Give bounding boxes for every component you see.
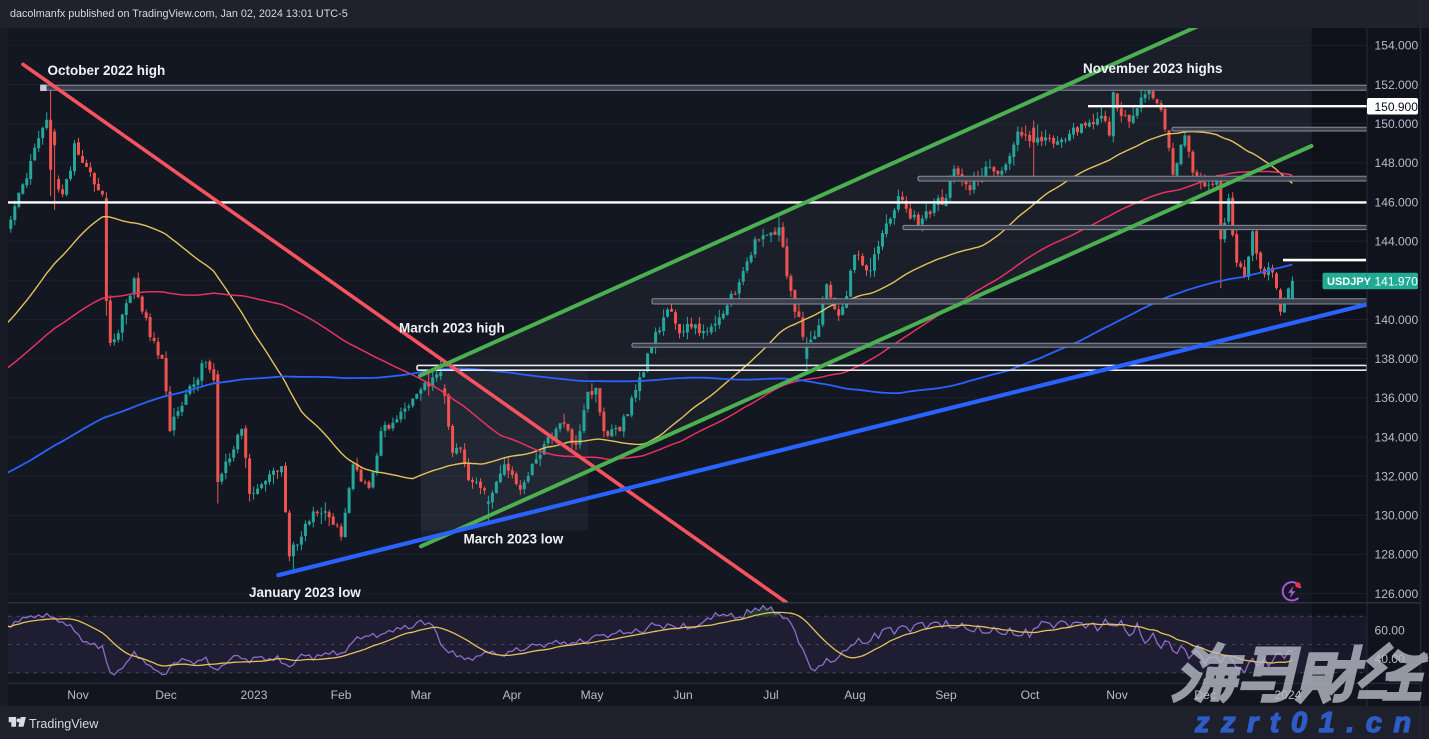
- svg-text:134.000: 134.000: [1375, 430, 1419, 444]
- svg-text:January 2023 low: January 2023 low: [249, 585, 361, 600]
- svg-text:March 2023 low: March 2023 low: [464, 532, 564, 547]
- svg-text:128.000: 128.000: [1375, 548, 1419, 562]
- svg-text:146.000: 146.000: [1375, 195, 1419, 209]
- svg-text:154.000: 154.000: [1375, 39, 1419, 53]
- svg-text:Mar: Mar: [411, 688, 432, 702]
- svg-text:132.000: 132.000: [1375, 469, 1419, 483]
- svg-text:USDJPY: USDJPY: [1327, 276, 1372, 288]
- svg-text:Apr: Apr: [503, 688, 522, 702]
- svg-text:60.00: 60.00: [1375, 624, 1406, 638]
- svg-text:October 2022 high: October 2022 high: [48, 63, 166, 78]
- svg-text:152.000: 152.000: [1375, 78, 1419, 92]
- svg-text:Dec: Dec: [155, 688, 177, 702]
- svg-text:136.000: 136.000: [1375, 391, 1419, 405]
- svg-text:dacolmanfx published on Tradin: dacolmanfx published on TradingView.com,…: [10, 8, 348, 20]
- svg-text:2023: 2023: [241, 688, 268, 702]
- svg-text:Nov: Nov: [1106, 688, 1128, 702]
- svg-text:Oct: Oct: [1021, 688, 1040, 702]
- svg-text:141.970: 141.970: [1375, 274, 1419, 288]
- svg-text:TradingView: TradingView: [29, 717, 99, 731]
- svg-text:150.900: 150.900: [1375, 100, 1419, 114]
- svg-text:150.000: 150.000: [1375, 117, 1419, 131]
- svg-text:Feb: Feb: [331, 688, 352, 702]
- svg-text:148.000: 148.000: [1375, 156, 1419, 170]
- svg-text:Aug: Aug: [844, 688, 866, 702]
- svg-text:November 2023 highs: November 2023 highs: [1083, 61, 1223, 76]
- svg-text:Jun: Jun: [673, 688, 693, 702]
- svg-text:126.000: 126.000: [1375, 587, 1419, 601]
- svg-text:May: May: [581, 688, 605, 702]
- svg-text:130.000: 130.000: [1375, 509, 1419, 523]
- svg-text:zzrt01.cn: zzrt01.cn: [1194, 707, 1423, 739]
- svg-text:140.000: 140.000: [1375, 313, 1419, 327]
- svg-text:138.000: 138.000: [1375, 352, 1419, 366]
- svg-text:Jul: Jul: [763, 688, 778, 702]
- svg-text:Nov: Nov: [67, 688, 89, 702]
- svg-text:144.000: 144.000: [1375, 235, 1419, 249]
- svg-text:Sep: Sep: [935, 688, 957, 702]
- svg-text:March 2023 high: March 2023 high: [399, 321, 505, 336]
